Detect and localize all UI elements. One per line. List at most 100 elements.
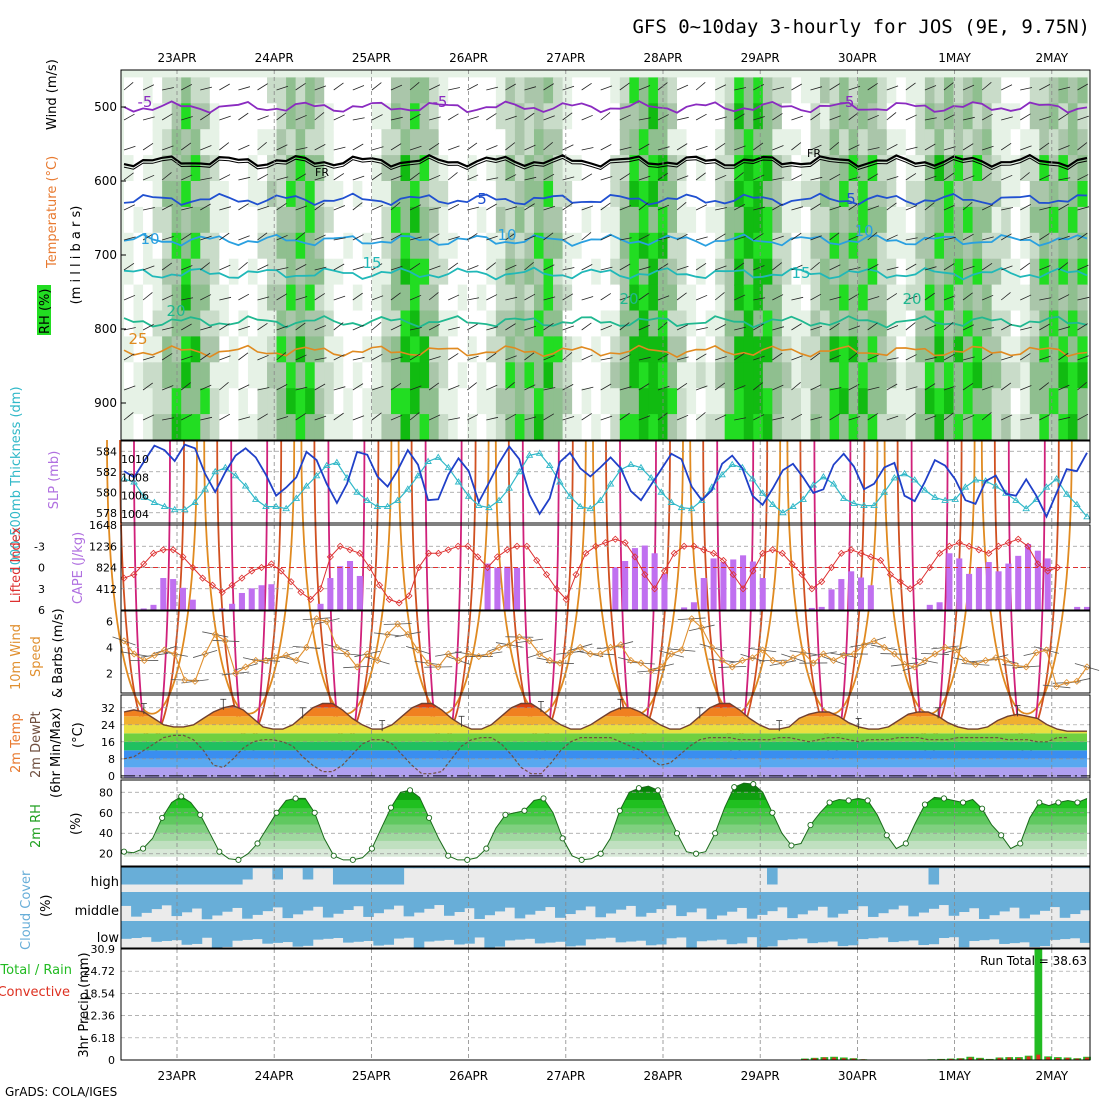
rh-cell: [209, 258, 220, 286]
lifted-index-point: [660, 567, 669, 575]
rh-cell: [333, 206, 344, 234]
rh-cell: [963, 258, 974, 286]
wind-barb: [714, 233, 726, 241]
wind-barb: [734, 204, 746, 211]
cloud-fill: [232, 867, 243, 885]
rh-point: [483, 845, 490, 852]
lifted-index-point: [405, 592, 413, 600]
cloud-fill: [948, 892, 960, 916]
precip-convective-bar: [802, 1058, 807, 1060]
cloud-fill: [837, 867, 849, 869]
wind-barb: [562, 202, 573, 211]
wind-barb: [943, 353, 955, 361]
rh-cell: [648, 129, 659, 157]
thickness-point: [292, 494, 301, 501]
lifted-index-point: [238, 574, 246, 582]
wind-speed-point: [201, 650, 209, 658]
cloud-fill: [726, 867, 738, 869]
rh-cell: [390, 206, 402, 234]
rh-cell: [333, 310, 344, 338]
rh-cell: [743, 362, 754, 390]
isotherm-label: -5: [433, 93, 448, 111]
pressure-tick: 900: [94, 396, 117, 410]
wind-barb: [886, 234, 898, 241]
cloud-fill: [393, 892, 405, 906]
rh-cell: [1067, 129, 1079, 157]
wind-barb: [543, 115, 555, 121]
wind-barb: [772, 235, 784, 241]
rh-point: [616, 807, 623, 814]
wind-barb: [543, 322, 554, 331]
lifted-index-point: [651, 585, 659, 593]
rh-cell: [905, 258, 916, 286]
rh-cell: [896, 336, 907, 364]
rh-cell: [219, 388, 230, 416]
rh-cell: [181, 362, 192, 390]
rh-cell: [600, 181, 611, 209]
rh-cell: [381, 232, 392, 260]
wind-barb: [562, 176, 575, 181]
rh-cell: [267, 181, 278, 209]
rh-cell: [209, 77, 220, 105]
thickness-point: [272, 502, 280, 510]
wind-barb: [638, 143, 650, 151]
cloud-fill: [393, 921, 405, 939]
rh-cell: [505, 336, 516, 364]
rh-cell: [963, 155, 974, 183]
rh-cell: [924, 336, 936, 364]
rh-cell: [257, 362, 268, 390]
wind-barb: [200, 235, 212, 241]
wind-barb: [810, 261, 820, 271]
wind-barb: [314, 357, 327, 361]
rh-cell: [543, 129, 554, 157]
rh-cell: [400, 206, 411, 234]
thickness-tick: 582: [96, 466, 117, 479]
wind-barb: [657, 146, 670, 151]
wind-barb: [276, 234, 288, 241]
date-label-top: 27APR: [546, 51, 585, 65]
rh-cell: [257, 284, 268, 312]
wind-speed-point: [525, 637, 534, 645]
rh-cell: [1010, 336, 1021, 364]
cape-bar: [189, 599, 196, 610]
rh-cell: [267, 103, 278, 131]
cape-bar: [857, 577, 865, 610]
rh-cell: [705, 232, 716, 260]
wind-barb: [581, 386, 594, 391]
wind-speed-point: [282, 651, 290, 659]
rh-cell: [228, 103, 240, 131]
rh-cell: [1058, 284, 1069, 312]
wind-barb: [714, 414, 727, 421]
cloud-units: (%): [39, 895, 54, 918]
wind-barb: [562, 267, 575, 271]
wind-barb: [981, 145, 994, 151]
rh-cell: [743, 414, 754, 442]
lifted-index-point: [985, 549, 993, 557]
wind-barb: [715, 116, 727, 121]
wind-speed-point: [171, 650, 179, 658]
wind-speed-point: [637, 659, 645, 667]
rh-cell: [781, 310, 793, 338]
cloud-fill: [282, 867, 294, 869]
cloud-fill: [181, 921, 193, 945]
wind-barb: [505, 323, 516, 331]
rh-point: [1074, 799, 1081, 806]
rh-cell: [610, 181, 621, 209]
lifted-index-point: [611, 535, 619, 543]
rh-cell: [1039, 77, 1050, 105]
rh-cell: [181, 388, 192, 416]
rh-cell: [924, 206, 936, 234]
wind-barb: [505, 206, 518, 211]
cloud-fill: [999, 892, 1010, 912]
cape-bar: [838, 579, 845, 610]
rh-cell: [667, 129, 678, 157]
cloud-fill: [151, 892, 162, 910]
cloud-fill: [534, 867, 546, 869]
rh-cell: [238, 129, 249, 157]
rh-cell: [753, 284, 764, 312]
wind-barb: [810, 235, 822, 241]
wind-barb: [924, 202, 935, 211]
temp-tick: 24: [101, 719, 115, 732]
cloud-fill: [514, 921, 526, 940]
cape-bar: [1083, 606, 1091, 610]
